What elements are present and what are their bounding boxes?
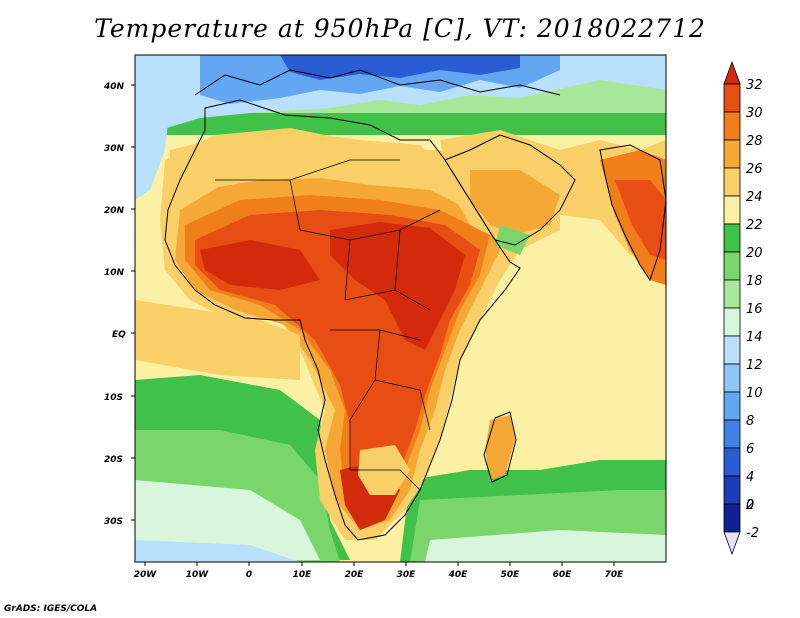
colorbar-label: 26 — [746, 162, 763, 177]
field-madagascar — [485, 415, 515, 480]
colorbar-label: 12 — [746, 358, 763, 373]
colorbar-swatch — [723, 279, 741, 309]
colorbar-label: 0 — [746, 498, 754, 513]
colorbar-label: 32 — [746, 78, 763, 93]
lat-label: 30N — [104, 144, 125, 154]
colorbar-label: -2 — [746, 526, 759, 541]
europe-coastline — [194, 69, 561, 96]
lat-label: 10S — [104, 393, 123, 403]
colorbar-swatch — [723, 419, 741, 449]
field-guinea-yellow — [135, 300, 300, 380]
colorbar-swatch — [723, 223, 741, 253]
arabia-coastline — [444, 134, 576, 246]
colorbar-swatch — [723, 83, 741, 113]
colorbar-label: 30 — [746, 106, 763, 121]
lat-label: 40N — [103, 82, 125, 92]
lon-label: 20W — [134, 570, 158, 580]
colorbar-label: 6 — [746, 442, 754, 457]
colorbar-label: 24 — [746, 190, 763, 205]
lat-label: 20S — [104, 455, 123, 465]
lon-label: 70E — [605, 570, 625, 580]
coastlines — [164, 69, 666, 541]
colorbar-label: 10 — [746, 386, 763, 401]
lon-label: 50E — [501, 570, 521, 580]
colorbar-swatch — [723, 447, 741, 477]
colorbar-label: 20 — [746, 246, 763, 261]
credit-text: GrADS: IGES/COLA — [4, 604, 98, 614]
lon-label: 0 — [246, 570, 252, 580]
lon-label: 30E — [397, 570, 417, 580]
africa-coastline — [164, 99, 521, 541]
colorbar-label: 18 — [746, 274, 763, 289]
colorbar-bottom-triangle — [723, 531, 741, 556]
field-south-atlantic-pale — [135, 480, 320, 562]
colorbar-label: 4 — [746, 470, 754, 485]
colorbar-label: 8 — [746, 414, 754, 429]
colorbar-swatch — [723, 251, 741, 281]
colorbar-swatch — [723, 335, 741, 365]
field-south-indian-pale — [425, 530, 666, 562]
colorbar-swatch — [723, 503, 741, 533]
madagascar-coastline — [483, 411, 517, 483]
colorbar-swatch — [723, 475, 741, 505]
colorbar-label: 28 — [746, 134, 763, 149]
lon-label: 20E — [345, 570, 365, 580]
field-africa-red-west — [200, 240, 320, 290]
field-india-red — [615, 180, 666, 260]
internal-borders — [215, 159, 441, 491]
colorbar-swatch — [723, 167, 741, 197]
colorbar-label: 16 — [746, 302, 763, 317]
temperature-field — [135, 55, 666, 562]
field-arabia-orange — [470, 170, 560, 235]
lon-label: 10E — [293, 570, 313, 580]
colorbar-label: 14 — [746, 330, 763, 345]
lon-label: 40E — [448, 570, 469, 580]
lon-label: 10W — [186, 570, 210, 580]
india-coastline — [599, 144, 666, 282]
colorbar-swatch — [723, 307, 741, 337]
colorbar-swatch — [723, 195, 741, 225]
field-africa-red — [330, 222, 465, 350]
lat-axis: 40N 30N 20N 10N EQ 10S 20S 30S — [103, 82, 135, 527]
lon-label: 60E — [553, 570, 573, 580]
chart-title: Temperature at 950hPa [C], VT: 201802271… — [94, 14, 706, 43]
colorbar: 32 30 28 26 24 22 20 18 16 14 12 10 8 6 … — [723, 60, 763, 556]
colorbar-swatch — [723, 391, 741, 421]
field-atlantic-cool — [135, 95, 170, 200]
lat-label: EQ — [112, 330, 126, 340]
colorbar-swatch — [723, 111, 741, 141]
lon-axis: 20W 10W 0 10E 20E 30E 40E 50E 60E 70E — [134, 562, 624, 580]
colorbar-swatch — [723, 363, 741, 393]
colorbar-label: 22 — [746, 218, 763, 233]
colorbar-label: 2 — [746, 498, 754, 513]
field-south-atlantic-cool — [135, 540, 300, 562]
lat-label: 20N — [104, 206, 125, 216]
field-deep-cold — [280, 55, 520, 80]
colorbar-top-triangle — [723, 60, 741, 85]
field-sahara-pale — [170, 132, 440, 190]
field-red-sea-green — [495, 225, 530, 255]
lat-label: 30S — [104, 517, 123, 527]
map-frame — [134, 54, 667, 563]
lat-label: 10N — [104, 268, 125, 278]
colorbar-swatch — [723, 139, 741, 169]
